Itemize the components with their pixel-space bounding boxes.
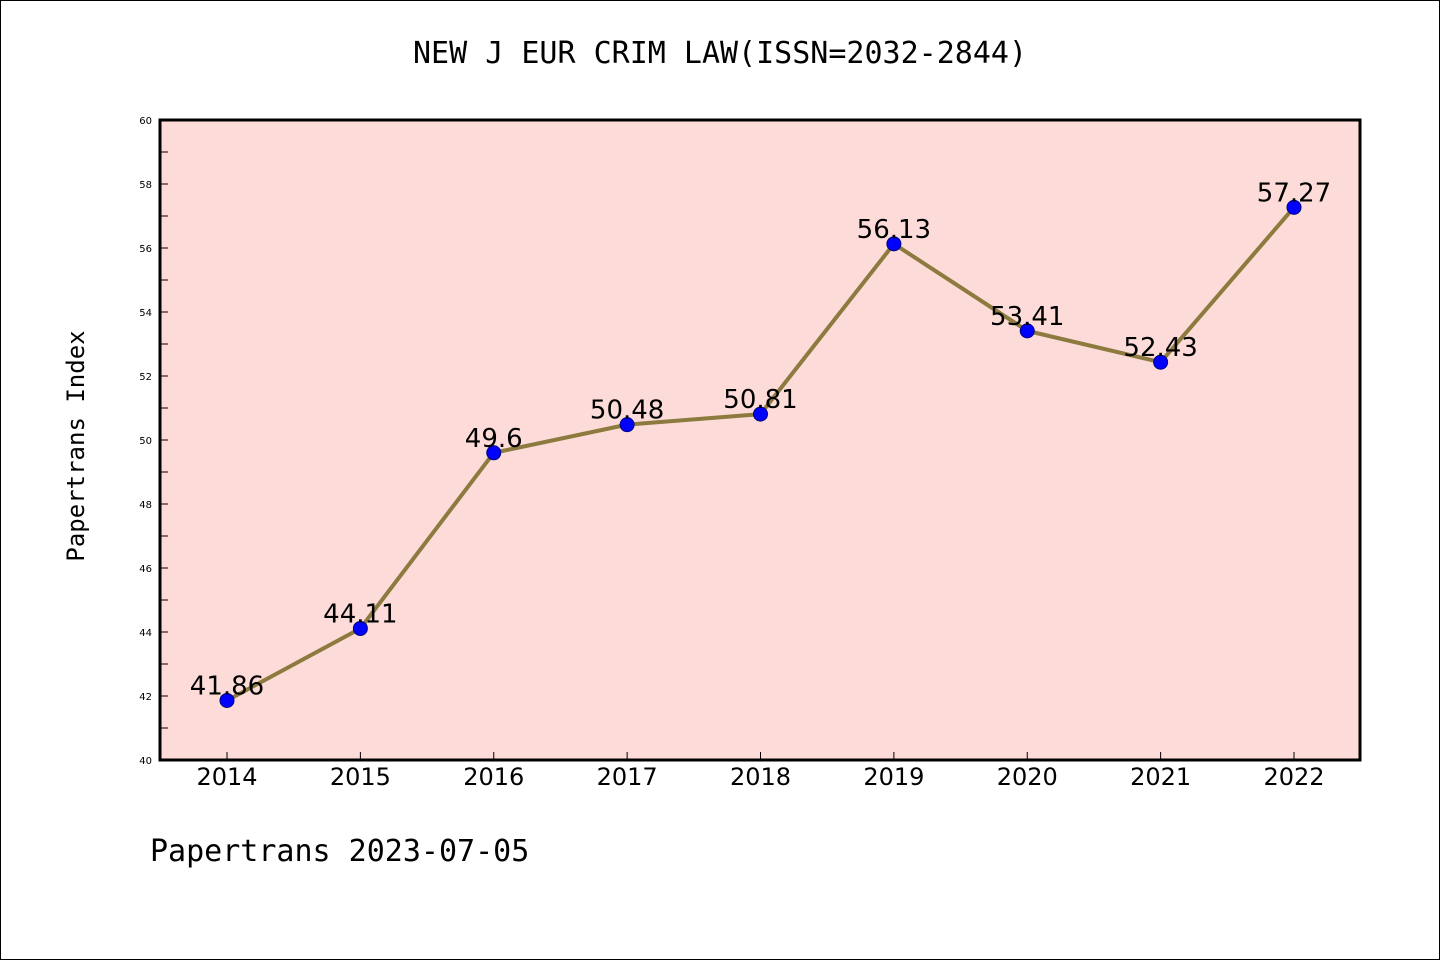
data-label: 49.6	[465, 424, 523, 454]
chart-title: NEW J EUR CRIM LAW(ISSN=2032-2844)	[412, 36, 1028, 71]
y-tick-label: 58	[139, 180, 152, 191]
data-point-marker	[486, 445, 502, 461]
y-tick-label: 56	[139, 244, 152, 255]
y-tick-label: 60	[139, 116, 152, 127]
x-axis-ticks: 2014 2015 2016 2017 2018 2019 2020 2021 2022	[196, 752, 1325, 791]
x-tick-label: 2015	[330, 763, 391, 791]
data-point-marker	[753, 406, 768, 422]
y-tick-label: 54	[139, 308, 152, 319]
data-label: 44.11	[323, 599, 397, 629]
footer-date-stamp: Papertrans 2023-07-05	[150, 834, 530, 869]
data-point-marker	[1019, 323, 1035, 339]
data-label: 57.27	[1257, 178, 1331, 208]
x-tick-label: 2017	[597, 763, 658, 791]
data-point-marker	[886, 236, 902, 252]
x-tick-label: 2020	[997, 763, 1058, 791]
x-tick-label: 2022	[1263, 763, 1324, 791]
data-label: 53.41	[990, 302, 1064, 332]
data-point-marker	[1153, 354, 1169, 370]
y-tick-label: 44	[139, 628, 152, 639]
y-tick-label: 40	[139, 756, 152, 767]
data-label: 41.86	[190, 671, 264, 701]
y-tick-label: 46	[139, 564, 152, 575]
data-label: 50.81	[723, 385, 797, 415]
y-tick-label: 48	[139, 500, 152, 511]
data-label: 56.13	[857, 215, 931, 245]
x-tick-label: 2021	[1130, 763, 1191, 791]
data-point-marker	[352, 620, 368, 636]
y-tick-label: 50	[139, 436, 152, 447]
data-labels: 41.86 44.11 49.6 50.48 50.81 56.13 53.41 52.43 5…	[190, 178, 1331, 701]
data-point-marker	[1286, 199, 1302, 215]
x-tick-label: 2014	[196, 763, 257, 791]
data-markers	[219, 199, 1302, 708]
plot-border	[158, 118, 1362, 762]
y-tick-label: 42	[139, 692, 152, 703]
data-label: 50.48	[590, 396, 664, 426]
data-label: 52.43	[1123, 333, 1197, 363]
plot-area	[160, 120, 1360, 760]
data-point-marker	[219, 692, 235, 708]
x-tick-label: 2019	[863, 763, 924, 791]
x-tick-label: 2016	[463, 763, 524, 791]
x-tick-label: 2018	[730, 763, 791, 791]
y-tick-label: 52	[139, 372, 152, 383]
data-point-marker	[619, 417, 635, 433]
